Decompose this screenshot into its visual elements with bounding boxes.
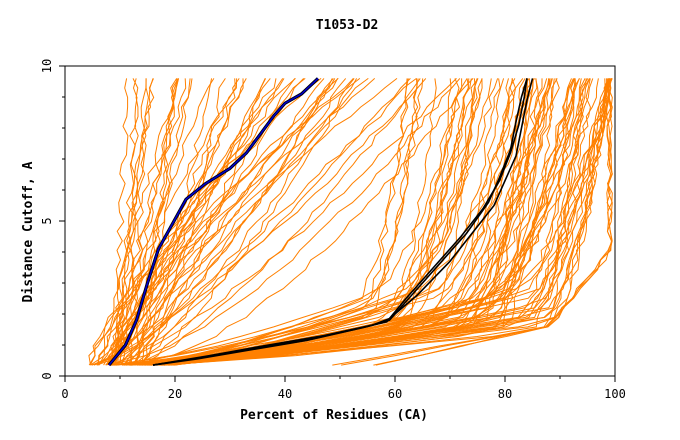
model-line [157,78,409,366]
model-line [341,78,613,366]
model-lines [88,77,613,366]
x-tick-label: 100 [604,387,626,401]
model-line [155,78,539,366]
model-line [133,78,178,366]
model-line [127,78,139,366]
model-line [132,78,355,366]
model-line [120,78,240,366]
model-line [110,78,461,366]
model-line [153,78,419,366]
x-tick-label: 0 [61,387,68,401]
model-line [130,78,531,366]
model-line [142,78,553,366]
model-line [125,78,594,366]
model-line [117,78,155,366]
model-line [128,78,409,366]
model-line [96,78,277,366]
model-line [167,78,582,366]
highlight-black-2-line [152,78,534,366]
model-line [151,78,555,366]
model-line [129,78,591,366]
model-line [114,78,468,366]
x-tick-label: 80 [498,387,512,401]
model-line [106,78,238,366]
model-line [98,78,180,366]
x-axis-label: Percent of Residues (CA) [240,408,428,423]
model-line [108,78,236,366]
model-line [108,77,369,366]
model-line [142,78,612,366]
model-line [166,78,499,366]
model-line [148,78,553,366]
model-line [164,78,452,366]
model-line [150,78,460,366]
x-tick-label: 60 [388,387,402,401]
model-line [153,78,470,366]
model-line [114,78,154,366]
model-line [162,78,479,366]
model-line [123,78,179,366]
model-line [122,77,417,366]
model-line [132,78,339,366]
model-line [171,78,613,366]
model-line [129,78,474,366]
x-tick-label: 40 [278,387,292,401]
y-tick-label: 10 [40,59,54,73]
model-line [114,78,411,366]
chart-title: T1053-D2 [316,18,379,33]
model-line [161,78,610,366]
model-line [109,78,457,366]
model-line [172,78,590,366]
highlight-blue-line [108,77,319,366]
x-axis: 0 20 40 60 80 100 [61,376,626,401]
model-line [135,78,421,366]
model-line [139,78,213,366]
model-line [174,78,580,366]
model-line [373,78,613,366]
x-tick-label: 20 [168,387,182,401]
y-axis-label: Distance Cutoff, A [21,161,36,302]
model-line [93,78,333,366]
model-line [144,78,492,366]
y-axis: 0 5 10 [40,59,65,380]
model-line [133,78,339,366]
model-line [111,78,501,366]
model-line [113,78,479,366]
model-line [114,78,285,366]
highlight-lines [107,77,534,367]
model-line [90,78,305,366]
model-line [98,78,215,366]
model-line [144,78,574,366]
y-tick-label: 5 [40,217,54,224]
model-line [159,78,463,366]
highlight-black-3-line [152,78,528,366]
model-line [109,78,608,366]
model-line [150,78,610,366]
model-line [140,78,266,366]
model-line [111,78,187,366]
model-line [126,78,528,366]
model-line [139,78,226,366]
model-line [160,78,550,366]
model-line [120,78,138,366]
y-tick-label: 0 [40,372,54,379]
model-line [169,78,516,366]
model-line [114,78,576,366]
model-line [123,78,606,366]
